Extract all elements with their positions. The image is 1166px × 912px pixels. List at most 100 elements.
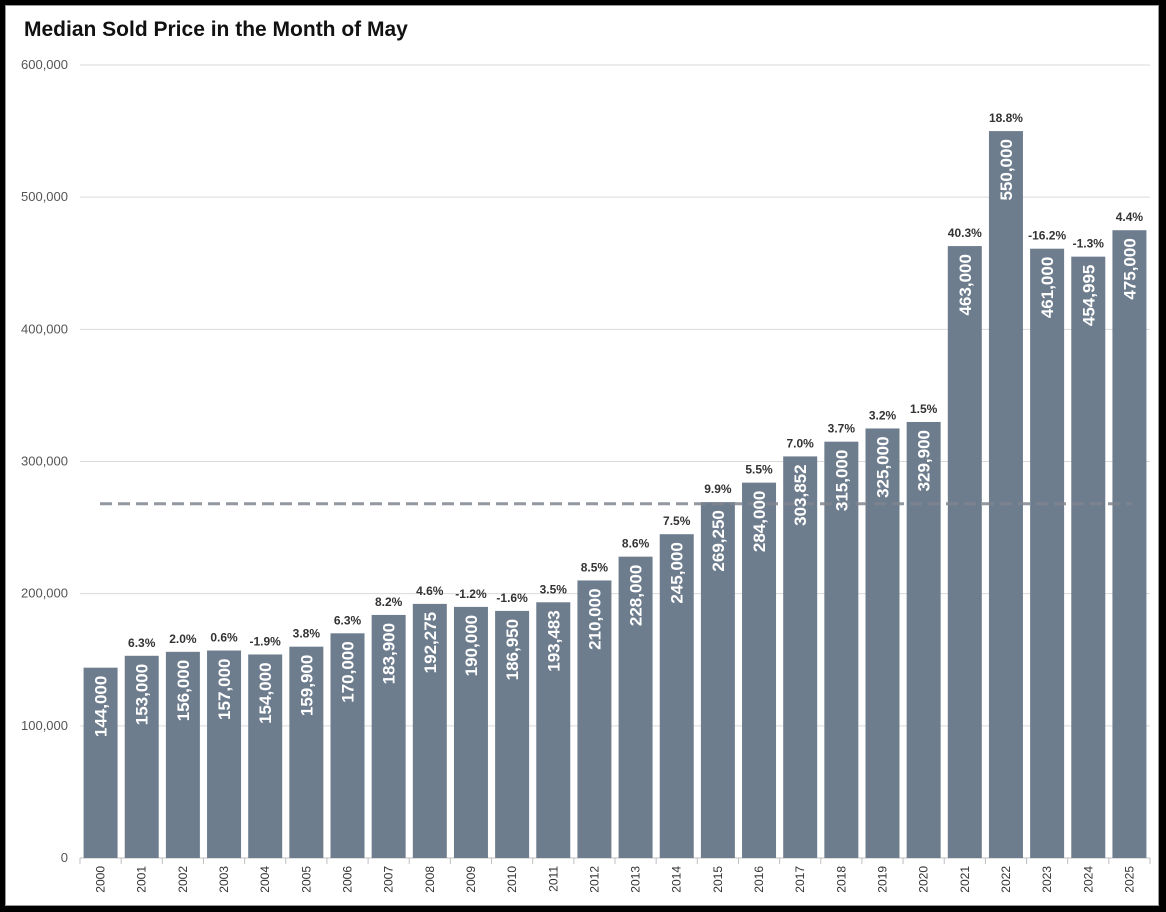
pct-change-label: 40.3%: [948, 226, 982, 240]
pct-change-label: -1.3%: [1073, 237, 1105, 251]
value-label: 183,900: [380, 623, 399, 684]
y-tick-label: 400,000: [21, 321, 68, 336]
y-tick-label: 600,000: [21, 57, 68, 72]
y-tick-label: 300,000: [21, 454, 68, 469]
pct-change-label: 6.3%: [128, 636, 156, 650]
pct-change-label: 8.5%: [581, 560, 609, 574]
value-label: 154,000: [256, 662, 275, 723]
bar: [536, 602, 571, 858]
value-label: 156,000: [174, 660, 193, 721]
bar: [495, 610, 530, 858]
y-tick-label: 100,000: [21, 718, 68, 733]
x-tick-label: 2000: [94, 866, 108, 893]
bar: [659, 534, 694, 858]
value-label: 159,900: [297, 655, 316, 716]
bar: [371, 614, 406, 858]
pct-change-label: 1.5%: [910, 402, 938, 416]
x-tick-label: 2002: [176, 866, 190, 893]
bar: [906, 421, 941, 858]
x-tick-label: 2024: [1081, 866, 1095, 893]
bar: [947, 246, 982, 858]
x-tick-label: 2005: [299, 866, 313, 893]
bar: [412, 603, 447, 858]
value-label: 303,852: [791, 464, 810, 525]
y-tick-label: 500,000: [21, 189, 68, 204]
x-tick-label: 2003: [217, 866, 231, 893]
bar: [83, 667, 118, 858]
pct-change-label: 3.5%: [540, 582, 568, 596]
x-tick-label: 2010: [505, 866, 519, 893]
value-label: 153,000: [133, 664, 152, 725]
value-label: 550,000: [997, 139, 1016, 200]
value-label: 269,250: [709, 510, 728, 571]
pct-change-label: 4.6%: [416, 584, 444, 598]
pct-change-label: 4.4%: [1116, 210, 1144, 224]
pct-change-label: 8.6%: [622, 537, 650, 551]
bar: [453, 606, 488, 858]
bar: [618, 556, 653, 858]
x-tick-label: 2016: [752, 866, 766, 893]
pct-change-label: 3.2%: [869, 408, 897, 422]
pct-change-label: 0.6%: [210, 630, 238, 644]
x-tick-label: 2017: [793, 866, 807, 893]
x-tick-label: 2019: [876, 866, 890, 893]
pct-change-label: 9.9%: [704, 482, 732, 496]
bar: [330, 633, 365, 858]
pct-change-label: 8.2%: [375, 595, 403, 609]
value-label: 475,000: [1120, 238, 1139, 299]
bar: [742, 482, 777, 858]
x-tick-label: 2012: [587, 866, 601, 893]
value-label: 454,995: [1079, 265, 1098, 326]
value-label: 329,900: [915, 430, 934, 491]
pct-change-label: 2.0%: [169, 632, 197, 646]
x-tick-label: 2020: [917, 866, 931, 893]
pct-change-label: -1.6%: [496, 591, 528, 605]
x-tick-label: 2018: [834, 866, 848, 893]
bar: [124, 655, 159, 858]
value-label: 315,000: [832, 450, 851, 511]
x-tick-label: 2021: [958, 866, 972, 893]
value-label: 190,000: [462, 615, 481, 676]
x-tick-label: 2025: [1122, 866, 1136, 893]
bar: [207, 650, 242, 858]
x-tick-label: 2008: [423, 866, 437, 893]
bar: [865, 428, 900, 858]
y-tick-label: 200,000: [21, 586, 68, 601]
bar: [289, 646, 324, 858]
value-label: 325,000: [874, 436, 893, 497]
bar: [824, 441, 859, 858]
value-label: 461,000: [1038, 257, 1057, 318]
x-tick-label: 2013: [629, 866, 643, 893]
pct-change-label: 6.3%: [334, 613, 362, 627]
value-label: 228,000: [627, 565, 646, 626]
value-label: 192,275: [421, 612, 440, 673]
bar: [1071, 256, 1106, 858]
x-axis-ticks: 2000 2001 2002 2003 2004 2005 2006 2007 2008 2009…: [79, 858, 1151, 893]
value-label: 463,000: [956, 254, 975, 315]
x-tick-label: 2011: [546, 866, 560, 892]
value-label: 245,000: [668, 542, 687, 603]
bar: [248, 654, 283, 858]
x-tick-label: 2004: [258, 866, 272, 893]
pct-change-label: 7.5%: [663, 514, 691, 528]
value-label: 193,483: [544, 610, 563, 671]
pct-change-label: 5.5%: [745, 463, 773, 477]
x-tick-label: 2014: [670, 866, 684, 893]
x-tick-label: 2009: [464, 866, 478, 893]
x-tick-label: 2023: [1040, 866, 1054, 893]
x-tick-label: 2015: [711, 866, 725, 893]
bar: [988, 131, 1023, 859]
bar: [1112, 230, 1147, 859]
bar: [700, 502, 735, 858]
x-tick-label: 2007: [382, 866, 396, 893]
y-tick-label: 0: [61, 850, 68, 865]
pct-change-label: 3.8%: [293, 627, 321, 641]
x-tick-label: 2001: [135, 866, 149, 893]
value-label: 144,000: [92, 676, 111, 737]
value-label: 210,000: [585, 588, 604, 649]
bar: [165, 651, 200, 858]
bar: [783, 456, 818, 858]
value-label: 186,950: [503, 619, 522, 680]
pct-change-label: 18.8%: [989, 111, 1023, 125]
